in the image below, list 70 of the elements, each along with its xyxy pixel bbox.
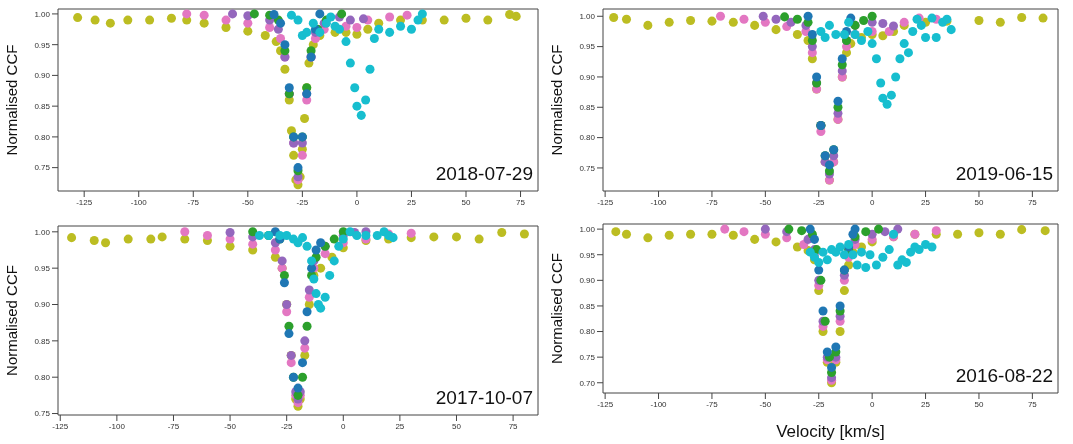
y-tick-label: 0.80 [579,327,596,337]
x-tick-label: 25 [407,197,417,207]
y-tick-label: 0.85 [579,103,596,113]
y-tick-label: 0.75 [34,409,51,419]
y-tick-label: 0.95 [34,40,51,50]
y-tick-label: 0.95 [34,264,51,273]
y-tick-label: 0.75 [34,163,51,173]
x-tick-label: -100 [130,197,148,207]
x-tick-label: 25 [921,399,931,409]
x-tick-label: -75 [187,197,200,207]
y-tick-label: 0.75 [579,352,596,362]
x-tick-label: 25 [395,421,405,431]
y-tick-label: 0.85 [34,101,51,111]
x-tick-label: -125 [597,197,614,207]
y-axis-title: Normalised CCF [548,253,566,364]
annotation: 2017-10-07 [435,387,533,409]
y-axis-title: Normalised CCF [548,44,566,156]
y-tick-label: 0.90 [34,300,51,310]
x-tick-label: -125 [597,399,614,409]
x-tick-label: -100 [650,197,668,207]
x-tick-label: 75 [1027,197,1038,207]
x-tick-label: -50 [224,421,237,431]
y-tick-label: 0.70 [579,378,596,388]
x-tick-label: -75 [167,421,180,431]
x-tick-label: -75 [706,399,719,409]
x-tick-label: -25 [296,197,309,207]
y-axis-title: Normalised CCF [3,44,21,156]
x-tick-label: -125 [52,421,69,431]
x-tick-label: -50 [759,399,772,409]
y-tick-label: 0.90 [34,71,51,81]
annotation: 2018-07-29 [435,163,533,185]
x-tick-label: 75 [516,197,526,207]
annotation: 2019-06-15 [955,163,1053,185]
x-tick-label: -50 [242,197,255,207]
y-tick-label: 0.80 [579,133,596,143]
y-tick-label: 1.00 [34,9,51,19]
y-tick-label: 0.75 [579,163,596,173]
x-tick-label: -125 [76,197,93,207]
x-tick-label: 50 [452,421,462,431]
x-tick-label: -75 [706,197,719,207]
x-tick-label: 75 [1027,399,1038,409]
y-tick-label: 0.85 [34,336,51,346]
y-tick-label: 0.80 [34,373,51,383]
x-tick-label: -25 [280,421,294,431]
y-tick-label: 0.90 [579,276,596,286]
x-tick-label: -100 [108,421,126,431]
y-tick-label: 1.00 [34,227,51,237]
y-axis-title: Normalised CCF [3,265,21,376]
x-tick-label: 75 [508,421,519,431]
x-tick-label: 0 [354,197,360,207]
y-tick-label: 0.95 [579,250,596,260]
y-tick-label: 0.95 [579,42,596,52]
y-tick-label: 1.00 [579,224,596,234]
y-tick-label: 0.80 [34,132,51,142]
x-tick-label: -50 [759,197,772,207]
x-tick-label: -25 [812,399,826,409]
x-tick-label: 0 [869,197,875,207]
x-axis-title: Velocity [km/s] [776,422,885,441]
y-tick-label: 0.85 [579,301,596,311]
x-tick-label: 50 [974,399,984,409]
y-tick-label: 0.90 [579,72,596,82]
x-tick-label: 50 [974,197,984,207]
x-tick-label: 50 [461,197,471,207]
y-tick-label: 1.00 [579,12,596,22]
x-tick-label: 0 [869,399,875,409]
x-tick-label: 25 [921,197,931,207]
x-tick-label: -100 [650,399,668,409]
annotation: 2016-08-22 [955,365,1053,387]
x-tick-label: -25 [812,197,826,207]
x-tick-label: 0 [341,421,347,431]
